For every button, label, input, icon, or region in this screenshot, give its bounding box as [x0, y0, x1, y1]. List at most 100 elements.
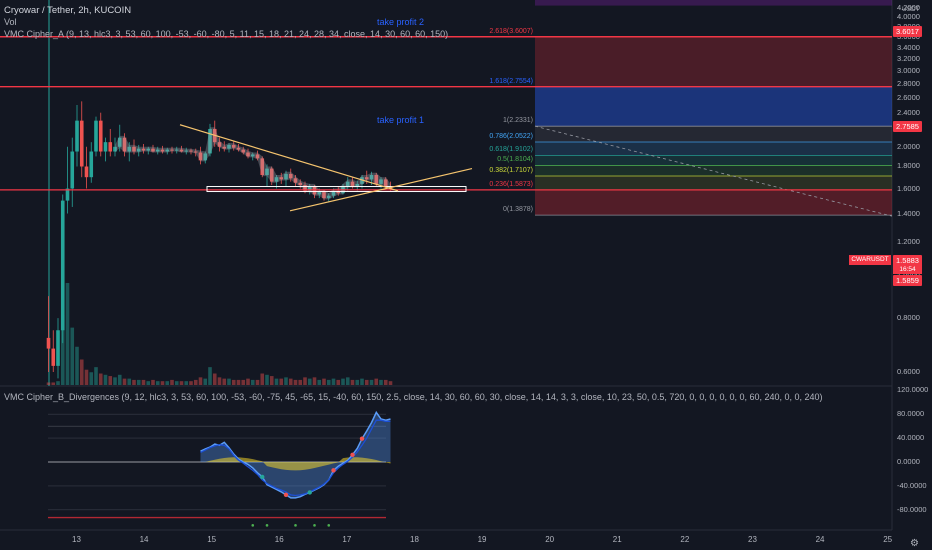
wave-cross-dot [307, 490, 312, 495]
candle-body [222, 146, 227, 149]
candle-body [189, 150, 193, 152]
candle-body [174, 149, 179, 151]
fib-zone-bottom [535, 190, 892, 216]
price-axis-tick: 1.8000 [897, 161, 920, 171]
candle-body [331, 190, 336, 196]
volume-bar [345, 377, 350, 385]
candle-body [117, 137, 122, 147]
volume-bar [179, 381, 184, 385]
candle-body [146, 148, 151, 151]
candle-body [355, 183, 360, 187]
volume-bars [46, 283, 393, 385]
descending-trendline [179, 124, 399, 192]
volume-bar [146, 381, 151, 385]
tp2-price-tag: 3.6017 [893, 26, 922, 37]
volume-bar [383, 379, 388, 385]
ascending-trendline [289, 168, 473, 212]
wt1-line [200, 410, 391, 499]
candle-body [160, 149, 165, 152]
fib-zone-red [535, 36, 892, 87]
fib-zone-blue [535, 86, 892, 127]
bar-countdown: 16:54 [893, 265, 922, 274]
oscillator-axis-tick: 120.0000 [897, 385, 929, 395]
volume-bar [364, 379, 369, 385]
volume-bar [79, 359, 84, 385]
volume-indicator-label[interactable]: Vol [4, 17, 17, 27]
chart-background-layer [0, 0, 893, 531]
buy-signal-dot [313, 524, 316, 527]
candle-body [94, 120, 98, 152]
price-axis-tick: 2.0000 [897, 141, 920, 151]
candle-body [265, 168, 269, 175]
candle-body [155, 149, 160, 152]
volume-bar [84, 369, 89, 385]
currency-label: USDT [902, 6, 920, 13]
candle-body [379, 179, 383, 184]
volume-bar [288, 378, 293, 385]
candle-body [217, 142, 222, 147]
candle-body [255, 154, 260, 159]
candle-body [46, 337, 51, 349]
candle-body [260, 158, 265, 175]
fib-zone-light-blue [535, 141, 892, 156]
candle-body [293, 178, 298, 183]
volume-bar [75, 346, 79, 385]
volume-bar [65, 283, 70, 385]
fib-zone-lime [535, 176, 892, 191]
candle-body [98, 120, 103, 152]
price-axis-tick: 3.2000 [897, 53, 920, 63]
wave-cross-dot [260, 474, 265, 480]
chart-overlays [0, 36, 892, 212]
fib-level-label: 0.786(2.0522) [489, 132, 533, 140]
volume-bar [203, 378, 208, 385]
ema-ribbon [115, 127, 391, 200]
candle-body [326, 195, 331, 199]
candle-body [203, 153, 208, 161]
volume-bar [236, 379, 241, 385]
volume-bar [265, 374, 269, 385]
candle-body [317, 192, 322, 195]
candle-body [241, 149, 246, 153]
candle-body [246, 152, 250, 157]
candle-body [269, 168, 274, 182]
volume-bar [170, 379, 174, 385]
take-profit-2-label: take profit 2 [377, 17, 425, 27]
fib-level-label: 1.618(2.7554) [489, 77, 533, 85]
oscillator-axis-tick: 40.0000 [897, 433, 925, 443]
fib-level-label: 0.618(1.9102) [489, 146, 533, 154]
volume-bar [136, 379, 141, 385]
time-axis-tick: 19 [477, 535, 487, 544]
time-axis-tick: 15 [207, 535, 217, 544]
time-axis-tick: 22 [680, 535, 690, 544]
price-axis-tick: 1.4000 [897, 208, 920, 218]
volume-bar [208, 367, 212, 385]
candle-body [165, 149, 170, 152]
volume-bar [360, 378, 364, 385]
volume-bar [355, 379, 360, 385]
volume-bar [160, 381, 165, 385]
take-profit-1-label: take profit 1 [377, 115, 425, 125]
volume-bar [269, 376, 274, 385]
time-axis-tick: 24 [815, 535, 825, 544]
symbol-title[interactable]: Cryowar / Tether, 2h, KUCOIN [4, 5, 132, 16]
oscillator-axis-tick: 80.0000 [897, 409, 925, 419]
tp1-price-tag: 2.7585 [893, 121, 922, 132]
candle-body [322, 192, 326, 199]
settings-gear-icon[interactable]: ⚙ [910, 538, 919, 549]
candle-body [369, 174, 374, 180]
candle-body [136, 148, 141, 152]
candle-body [383, 179, 388, 187]
cipher-b-indicator-label[interactable]: VMC Cipher_B_Divergences (9, 12, hlc3, 3… [4, 392, 823, 402]
volume-bar [174, 381, 179, 385]
candle-body [89, 151, 94, 178]
volume-bar [274, 378, 279, 385]
cipher-a-indicator-label[interactable]: VMC Cipher_A (9, 13, hlc3, 3, 53, 60, 10… [4, 29, 449, 39]
candle-body [303, 185, 307, 191]
volume-bar [127, 378, 132, 385]
candle-body [374, 174, 379, 184]
volume-bar [46, 382, 51, 385]
buy-signal-dot [265, 524, 269, 527]
volume-bar [198, 377, 203, 385]
wave-area-fill [200, 412, 391, 498]
